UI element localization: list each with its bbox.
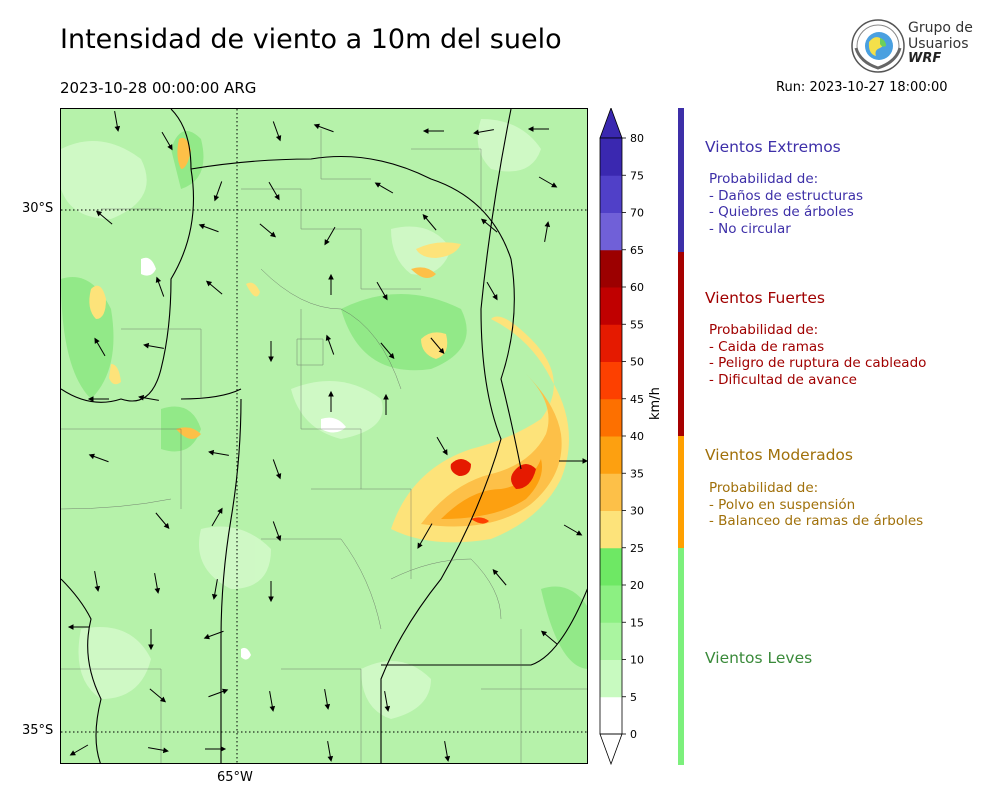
lat-label-30s: 30°S: [22, 201, 54, 216]
colorbar-tick-label: 55: [630, 318, 644, 331]
legend-category-title: Vientos Extremos: [705, 138, 841, 156]
department-borders: [61, 129, 587, 763]
map-title: Intensidad de viento a 10m del suelo: [60, 24, 562, 55]
colorbar-segment: [600, 212, 622, 251]
colorbar-segment: [600, 361, 622, 400]
wind-vectors: [67, 111, 587, 762]
logo-line-2: Usuarios: [908, 36, 969, 52]
colorbar-segment: [600, 510, 622, 549]
legend-category-title: Vientos Moderados: [705, 446, 853, 464]
logo-line-3: WRF: [908, 51, 942, 66]
colorbar-tick-label: 80: [630, 132, 644, 145]
colorbar-under-triangle: [599, 733, 623, 766]
colorbar-tick-label: 0: [630, 728, 637, 741]
colorbar-segment: [600, 249, 622, 288]
lon-label-65w: 65°W: [217, 770, 253, 785]
speed-field-low: [61, 119, 541, 719]
colorbar-segment: [600, 175, 622, 213]
colorbar-tick-label: 35: [630, 467, 644, 480]
colorbar-segment: [600, 324, 622, 362]
legend-color-bar: [678, 108, 684, 252]
colorbar-over-triangle: [599, 106, 623, 139]
colorbar-segment: [600, 659, 622, 698]
wind-speed-map: [60, 108, 588, 764]
colorbar-unit: km/h: [648, 387, 663, 420]
colorbar-segment: [600, 622, 622, 660]
wrf-logo: Grupo de Usuarios WRF: [850, 18, 980, 74]
colorbar-segment: [600, 696, 622, 735]
colorbar-segment: [600, 473, 622, 511]
valid-time: 2023-10-28 00:00:00 ARG: [60, 79, 257, 97]
legend-category-title: Vientos Leves: [705, 649, 813, 667]
legend-category-description: Probabilidad de: - Caida de ramas - Peli…: [709, 322, 927, 388]
colorbar-tick-label: 15: [630, 616, 644, 629]
legend-category-description: Probabilidad de: - Daños de estructuras …: [709, 171, 864, 237]
colorbar-tick-label: 45: [630, 393, 644, 406]
run-time: Run: 2023-10-27 18:00:00: [776, 80, 948, 95]
colorbar-tick-label: 50: [630, 356, 644, 369]
map-canvas: [61, 109, 587, 763]
colorbar-segment: [600, 287, 622, 325]
colorbar-segment: [600, 138, 622, 176]
logo-line-1: Grupo de: [908, 20, 973, 36]
colorbar-tick-label: 60: [630, 281, 644, 294]
colorbar-tick-label: 30: [630, 505, 644, 518]
colorbar-tick-label: 65: [630, 244, 644, 257]
legend-color-bar: [678, 252, 684, 436]
colorbar-tick-label: 25: [630, 542, 644, 555]
colorbar-segment: [600, 436, 622, 474]
graticule: [61, 109, 587, 763]
colorbar-tick-label: 70: [630, 207, 644, 220]
colorbar-tick-label: 75: [630, 169, 644, 182]
globe-seal-icon: [851, 19, 905, 73]
legend-color-bar: [678, 436, 684, 548]
legend-color-bar: [678, 548, 684, 765]
colorbar-tick-label: 10: [630, 654, 644, 667]
lat-label-35s: 35°S: [22, 723, 54, 738]
colorbar-segment: [600, 398, 622, 437]
province-borders: [61, 109, 587, 763]
legend-category-description: Probabilidad de: - Polvo en suspensión -…: [709, 480, 924, 529]
colorbar: 0 5 10 15 20 25 30 35 40 45 50 55 60 65 70 75 80: [598, 106, 668, 768]
colorbar-tick-label: 20: [630, 579, 644, 592]
colorbar-scale: 0 5 10 15 20 25 30 35 40 45 50 55 60 65 70 75 80: [599, 106, 644, 766]
storm-band: [89, 137, 569, 543]
colorbar-segment: [600, 585, 622, 623]
legend-category-title: Vientos Fuertes: [705, 289, 825, 307]
colorbar-tick-label: 40: [630, 430, 644, 443]
colorbar-segment: [600, 547, 622, 586]
colorbar-tick-label: 5: [630, 691, 637, 704]
